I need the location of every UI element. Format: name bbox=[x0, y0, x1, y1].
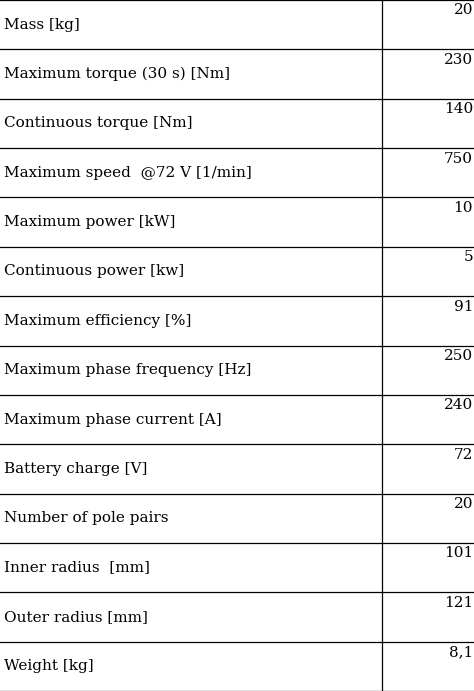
Text: 20: 20 bbox=[454, 497, 473, 511]
Text: Inner radius  [mm]: Inner radius [mm] bbox=[4, 560, 150, 575]
Text: 230: 230 bbox=[444, 53, 473, 67]
Text: 240: 240 bbox=[444, 398, 473, 413]
Text: Maximum torque (30 s) [Nm]: Maximum torque (30 s) [Nm] bbox=[4, 67, 230, 82]
Text: Continuous torque [Nm]: Continuous torque [Nm] bbox=[4, 116, 192, 131]
Text: 20: 20 bbox=[454, 3, 473, 17]
Text: Maximum power [kW]: Maximum power [kW] bbox=[4, 215, 175, 229]
Text: 250: 250 bbox=[444, 349, 473, 363]
Text: 101: 101 bbox=[444, 547, 473, 560]
Text: Maximum efficiency [%]: Maximum efficiency [%] bbox=[4, 314, 191, 328]
Text: Outer radius [mm]: Outer radius [mm] bbox=[4, 610, 148, 624]
Text: Weight [kg]: Weight [kg] bbox=[4, 659, 93, 673]
Text: Maximum phase frequency [Hz]: Maximum phase frequency [Hz] bbox=[4, 363, 251, 377]
Text: 8,1: 8,1 bbox=[449, 645, 473, 659]
Text: Continuous power [kw]: Continuous power [kw] bbox=[4, 265, 184, 278]
Text: Mass [kg]: Mass [kg] bbox=[4, 18, 80, 32]
Text: 750: 750 bbox=[444, 151, 473, 166]
Text: 121: 121 bbox=[444, 596, 473, 609]
Text: Number of pole pairs: Number of pole pairs bbox=[4, 511, 168, 525]
Text: Maximum speed  @72 V [1/min]: Maximum speed @72 V [1/min] bbox=[4, 166, 252, 180]
Text: Maximum phase current [A]: Maximum phase current [A] bbox=[4, 413, 221, 426]
Text: 10: 10 bbox=[454, 201, 473, 215]
Text: Battery charge [V]: Battery charge [V] bbox=[4, 462, 147, 476]
Text: 5: 5 bbox=[464, 250, 473, 264]
Text: 140: 140 bbox=[444, 102, 473, 116]
Text: 91: 91 bbox=[454, 300, 473, 314]
Text: 72: 72 bbox=[454, 448, 473, 462]
